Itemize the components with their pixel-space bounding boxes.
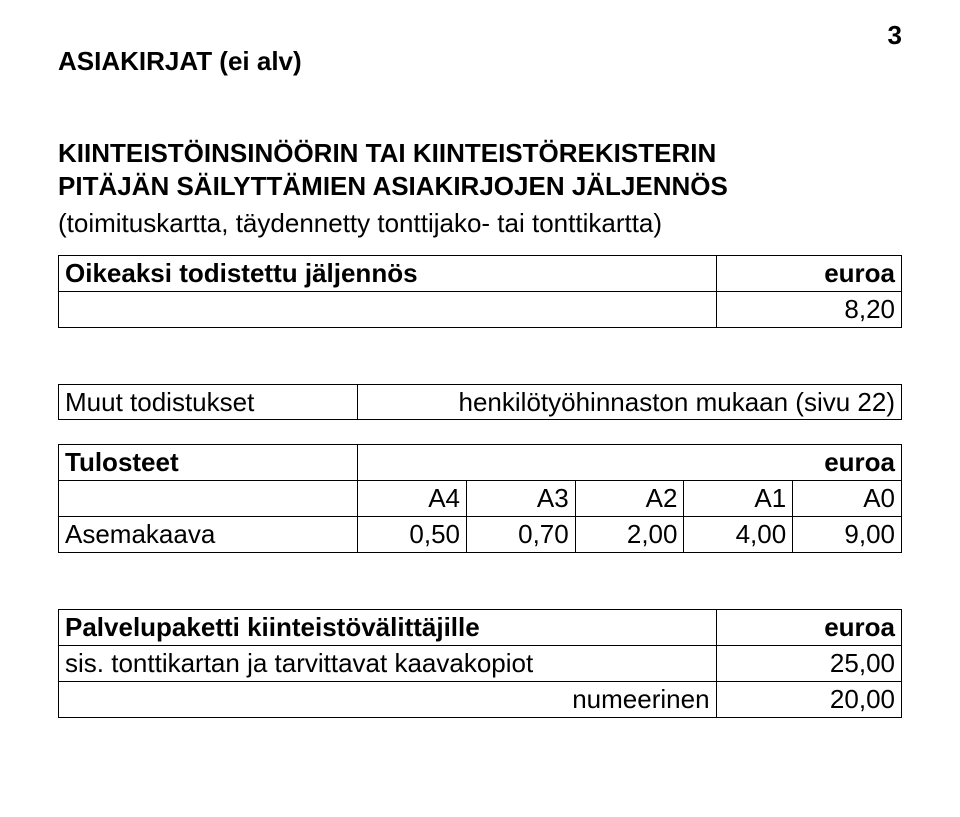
table-row: 8,20 (59, 292, 902, 328)
table-muut: Muut todistukset henkilötyöhinnaston muk… (58, 384, 902, 420)
tulosteet-title: Tulosteet (59, 445, 358, 481)
val-a3: 0,70 (467, 517, 576, 553)
palvelu-row1-label: sis. tonttikartan ja tarvittavat kaavako… (59, 646, 717, 682)
palvelu-row1-value: 25,00 (716, 646, 901, 682)
table-row: sis. tonttikartan ja tarvittavat kaavako… (59, 646, 902, 682)
table-palvelupaketti: Palvelupaketti kiinteistövälittäjille eu… (58, 609, 902, 718)
tulosteet-row-label: Asemakaava (59, 517, 358, 553)
tulosteet-unit: euroa (358, 445, 902, 481)
table-tulosteet: Tulosteet euroa A4 A3 A2 A1 A0 Asemakaav… (58, 444, 902, 553)
document-title: ASIAKIRJAT (ei alv) (58, 46, 902, 77)
palvelu-row2-value: 20,00 (716, 682, 901, 718)
val-a2: 2,00 (575, 517, 684, 553)
palvelu-unit: euroa (716, 610, 901, 646)
section-heading: KIINTEISTÖINSINÖÖRIN TAI KIINTEISTÖREKIS… (58, 137, 902, 202)
palvelu-row2-label: numeerinen (59, 682, 717, 718)
table-row: Oikeaksi todistettu jäljennös euroa (59, 256, 902, 292)
page-number: 3 (888, 20, 902, 51)
section-heading-line1: KIINTEISTÖINSINÖÖRIN TAI KIINTEISTÖREKIS… (58, 138, 716, 168)
col-a0: A0 (793, 481, 902, 517)
palvelu-title: Palvelupaketti kiinteistövälittäjille (59, 610, 717, 646)
table-header-left: Oikeaksi todistettu jäljennös (59, 256, 717, 292)
val-a1: 4,00 (684, 517, 793, 553)
val-a0: 9,00 (793, 517, 902, 553)
table-cell-value: 8,20 (716, 292, 901, 328)
col-a1: A1 (684, 481, 793, 517)
table-header-right: euroa (716, 256, 901, 292)
table-jaljennos: Oikeaksi todistettu jäljennös euroa 8,20 (58, 255, 902, 328)
table-cell-empty (59, 481, 358, 517)
section-subnote: (toimituskartta, täydennetty tonttijako-… (58, 208, 902, 239)
table-row: Palvelupaketti kiinteistövälittäjille eu… (59, 610, 902, 646)
table-row: Asemakaava 0,50 0,70 2,00 4,00 9,00 (59, 517, 902, 553)
table-row: A4 A3 A2 A1 A0 (59, 481, 902, 517)
muut-label: Muut todistukset (58, 384, 358, 420)
col-a4: A4 (358, 481, 467, 517)
table-cell-empty (59, 292, 717, 328)
section-heading-line2: PITÄJÄN SÄILYTTÄMIEN ASIAKIRJOJEN JÄLJEN… (58, 171, 728, 201)
muut-value: henkilötyöhinnaston mukaan (sivu 22) (358, 384, 902, 420)
val-a4: 0,50 (358, 517, 467, 553)
col-a2: A2 (575, 481, 684, 517)
col-a3: A3 (467, 481, 576, 517)
table-row: numeerinen 20,00 (59, 682, 902, 718)
table-row: Tulosteet euroa (59, 445, 902, 481)
page: 3 ASIAKIRJAT (ei alv) KIINTEISTÖINSINÖÖR… (0, 0, 960, 817)
